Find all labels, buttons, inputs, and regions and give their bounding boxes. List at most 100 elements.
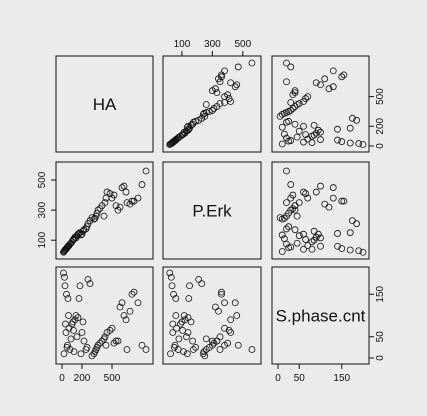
point-0-1-35 <box>216 100 224 107</box>
point-2-0-11 <box>70 348 78 356</box>
point-1-2-48 <box>321 200 329 208</box>
point-0-2-6 <box>334 136 341 144</box>
point-0-2-24 <box>353 116 361 124</box>
point-1-2-24 <box>353 220 361 228</box>
point-0-2-42 <box>291 87 299 95</box>
point-2-0-3 <box>62 329 70 336</box>
point-0-2-23 <box>285 117 293 125</box>
panel-1-2 <box>271 161 370 260</box>
point-1-2-34 <box>293 212 301 220</box>
point-2-0-19 <box>78 329 86 336</box>
point-2-1-13 <box>180 312 188 319</box>
point-2-1-45 <box>233 312 241 319</box>
point-0-1-59 <box>179 131 187 139</box>
point-0-1-31 <box>208 107 216 114</box>
point-2-1-1 <box>167 273 175 281</box>
point-0-2-55 <box>308 139 316 146</box>
point-2-0-42 <box>114 337 122 345</box>
point-0-2-58 <box>293 133 301 141</box>
x-tick-label-top-p-erk-1: 300 <box>204 39 221 50</box>
point-0-1-26 <box>201 112 209 120</box>
point-1-0-46 <box>122 188 130 196</box>
point-2-1-16 <box>185 295 193 302</box>
point-1-2-55 <box>308 245 316 253</box>
point-2-0-50 <box>130 288 138 296</box>
point-2-1-54 <box>166 269 174 277</box>
panel-2-1 <box>162 266 262 365</box>
point-2-0-47 <box>123 346 131 353</box>
point-1-0-45 <box>120 182 128 190</box>
point-1-0-35 <box>101 199 109 207</box>
point-1-2-51 <box>329 194 337 202</box>
point-1-0-29 <box>92 212 100 220</box>
point-1-2-22 <box>283 225 290 233</box>
point-1-0-19 <box>78 230 86 238</box>
point-2-1-37 <box>227 329 235 336</box>
point-2-1-51 <box>221 299 228 307</box>
point-2-1-28 <box>200 348 208 356</box>
point-2-0-52 <box>138 341 146 349</box>
point-1-0-49 <box>128 197 136 205</box>
point-2-0-0 <box>60 350 68 358</box>
point-2-0-40 <box>110 339 118 347</box>
point-0-2-32 <box>289 105 297 112</box>
point-1-0-40 <box>110 191 118 199</box>
point-2-1-53 <box>248 346 256 353</box>
point-0-1-29 <box>202 109 210 116</box>
point-2-0-48 <box>126 307 134 315</box>
point-2-0-58 <box>67 335 75 343</box>
point-1-0-56 <box>63 244 71 252</box>
point-1-0-15 <box>74 230 82 238</box>
point-2-0-45 <box>120 312 128 319</box>
point-2-1-39 <box>221 324 228 332</box>
point-1-2-44 <box>329 184 337 191</box>
x-tick-label-bottom-s-phase-cnt-1: 50 <box>294 373 306 384</box>
point-2-0-44 <box>118 299 126 307</box>
point-2-1-22 <box>189 346 197 353</box>
point-1-0-44 <box>118 184 126 191</box>
point-0-2-0 <box>278 140 286 148</box>
point-1-2-59 <box>302 236 310 243</box>
point-0-2-16 <box>334 125 341 133</box>
diagonal-label-s-phase-cnt: S.phase.cnt <box>276 307 366 326</box>
point-2-1-58 <box>175 335 183 343</box>
point-1-2-9 <box>308 238 316 246</box>
point-1-0-59 <box>70 236 77 243</box>
point-2-0-51 <box>134 299 142 307</box>
point-1-2-41 <box>291 202 299 210</box>
point-2-0-49 <box>128 290 136 298</box>
point-2-0-18 <box>77 350 85 358</box>
point-0-2-17 <box>346 124 354 132</box>
point-1-2-31 <box>287 206 295 214</box>
point-2-1-48 <box>215 307 222 315</box>
point-1-2-7 <box>304 242 312 249</box>
point-1-0-31 <box>94 206 102 214</box>
point-1-0-53 <box>142 167 150 175</box>
point-2-0-10 <box>69 318 77 326</box>
point-1-2-0 <box>278 248 286 255</box>
point-0-2-56 <box>285 137 293 145</box>
point-0-1-23 <box>192 117 200 125</box>
point-2-1-49 <box>218 290 225 298</box>
point-0-2-31 <box>287 107 295 114</box>
point-1-0-41 <box>112 202 120 210</box>
point-0-2-54 <box>359 141 367 148</box>
point-1-2-26 <box>276 214 284 222</box>
point-2-1-59 <box>179 326 187 334</box>
point-2-0-20 <box>79 318 87 326</box>
point-0-2-47 <box>283 78 290 86</box>
point-2-0-17 <box>76 282 84 290</box>
point-0-1-19 <box>184 122 192 130</box>
point-2-1-25 <box>198 280 206 288</box>
point-1-2-2 <box>346 246 354 254</box>
point-2-0-41 <box>112 337 120 345</box>
point-0-2-14 <box>295 127 303 135</box>
point-0-2-57 <box>317 136 324 143</box>
point-1-2-28 <box>280 214 288 222</box>
point-2-1-11 <box>180 348 187 356</box>
point-1-2-11 <box>280 235 288 243</box>
diagonal-label-p-erk: P.Erk <box>192 202 232 221</box>
point-2-1-3 <box>169 329 177 336</box>
point-2-0-35 <box>101 333 109 341</box>
